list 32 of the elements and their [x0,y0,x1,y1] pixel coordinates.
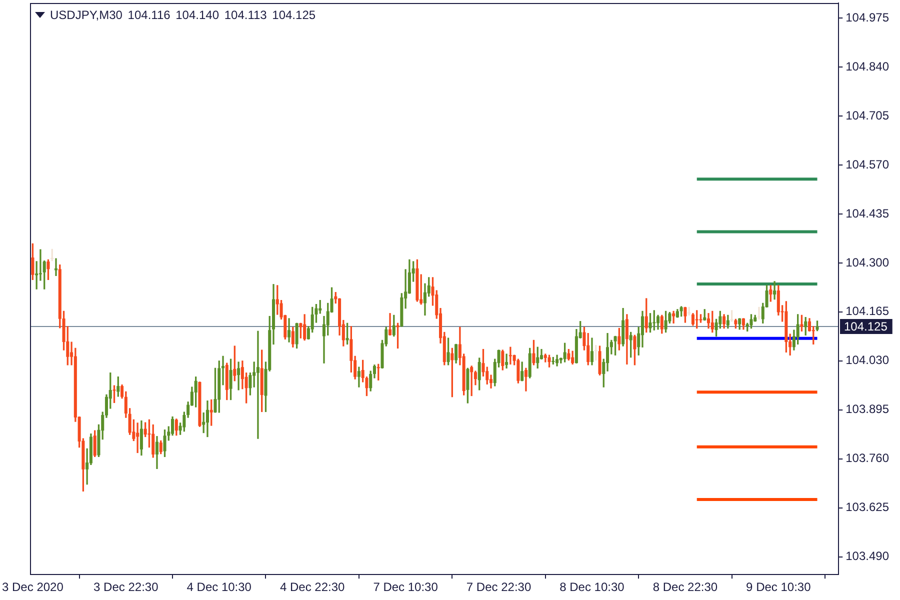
chart-title: USDJPY,M30 104.116 104.140 104.113 104.125 [50,8,316,22]
y-tick-label: 104.030 [846,353,890,368]
y-tick-label: 104.570 [846,157,890,172]
x-tick-label: 4 Dec 22:30 [280,580,346,594]
y-tick-label: 104.840 [846,59,890,74]
y-tick-label: 103.625 [846,500,890,514]
y-tick-label: 103.895 [846,402,890,416]
y-tick-label: 103.760 [846,451,890,466]
y-tick-label: 104.705 [846,108,890,122]
x-tick-label: 7 Dec 10:30 [373,580,438,594]
x-tick-label: 4 Dec 10:30 [186,580,252,594]
y-tick-label: 104.435 [846,206,890,220]
candlestick [136,422,140,454]
x-tick-label: 3 Dec 22:30 [94,580,159,594]
y-tick-label: 104.975 [846,10,890,24]
candlestick [388,313,392,336]
candlestick [757,306,761,320]
candlestick [237,362,240,390]
candlestick [773,281,776,300]
candlestick [672,310,676,324]
y-tick-label: 104.165 [846,304,890,318]
candlestick [256,330,260,439]
x-tick-label: 8 Dec 22:30 [652,580,718,594]
x-tick-label: 7 Dec 22:30 [466,580,532,594]
x-tick-label: 9 Dec 10:30 [746,580,812,594]
y-tick-label: 104.300 [846,255,890,270]
candlestick [505,354,508,368]
x-tick-label: 8 Dec 10:30 [560,580,625,594]
y-tick-label: 103.490 [846,549,890,564]
candlestick [508,346,512,365]
x-tick-label: 3 Dec 2020 [2,580,64,594]
ref-line-label: 104.125 [844,319,888,334]
